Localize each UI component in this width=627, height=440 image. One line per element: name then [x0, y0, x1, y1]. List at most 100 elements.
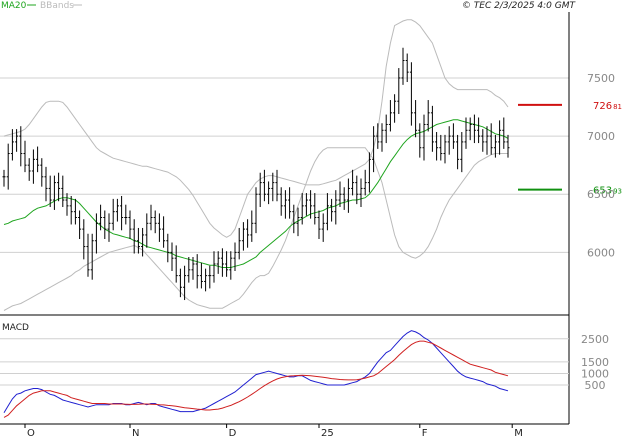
price-bar	[61, 175, 65, 208]
macd-y-tick-label: 1500	[581, 356, 609, 369]
price-bar	[166, 233, 170, 263]
price-bars	[2, 47, 510, 301]
price-panel: 72681 65393 6000 6500 7000 7500	[0, 19, 622, 311]
price-bar	[380, 123, 384, 152]
price-bar	[27, 158, 31, 181]
price-bar	[36, 146, 40, 173]
price-bar	[460, 132, 464, 173]
price-y-tick-label: 7500	[587, 72, 615, 85]
price-bar	[237, 227, 241, 260]
price-bar	[246, 219, 250, 248]
price-gridlines	[0, 77, 569, 253]
macd-gridlines	[0, 338, 569, 386]
price-bar	[355, 175, 359, 205]
price-bar	[388, 100, 392, 132]
price-y-tick-label: 6500	[587, 188, 615, 201]
price-bar	[52, 175, 56, 210]
price-y-ticks: 6000 6500 7000 7500	[587, 72, 615, 259]
price-bar	[409, 62, 413, 126]
price-bar	[132, 219, 136, 254]
price-bar	[225, 251, 229, 277]
price-bar	[346, 178, 350, 213]
price-bar	[204, 268, 208, 292]
price-bar	[136, 227, 140, 254]
price-bar	[502, 117, 506, 149]
price-bar	[90, 233, 94, 280]
price-bar	[153, 210, 157, 234]
price-bar	[304, 193, 308, 216]
price-bar	[254, 187, 258, 234]
price-bar	[317, 210, 321, 239]
price-bar	[384, 114, 388, 144]
price-bar	[23, 140, 27, 173]
bollinger-bands	[3, 19, 509, 311]
price-bar	[31, 149, 35, 184]
x-tick-label: 25	[321, 428, 334, 439]
price-bar	[2, 169, 6, 187]
macd-title: MACD	[2, 323, 29, 333]
price-bar	[178, 268, 182, 298]
price-bar	[338, 181, 342, 208]
price-bar	[443, 134, 447, 164]
price-bar	[10, 129, 14, 161]
price-bar	[506, 134, 510, 158]
price-bar	[262, 169, 266, 202]
price-bar	[229, 251, 233, 280]
price-bar	[216, 251, 220, 274]
price-bar	[120, 195, 124, 231]
macd-y-tick-label: 1000	[581, 367, 609, 380]
price-bar	[233, 242, 237, 271]
support-level-label-decimals: 93	[613, 188, 622, 196]
price-bar	[250, 210, 254, 242]
price-bar	[468, 117, 472, 141]
price-bar	[99, 204, 103, 231]
copyright-text: © TEC 2/3/2025 4:0 GMT	[462, 1, 577, 11]
x-tick-label: D	[229, 428, 237, 439]
resistance-level-label: 72681	[593, 101, 622, 112]
price-bar	[321, 213, 325, 242]
x-tick-label: N	[132, 428, 139, 439]
macd-y-tick-label: 500	[585, 379, 606, 392]
price-bar	[44, 166, 48, 202]
price-bar	[115, 198, 119, 222]
price-levels: 72681 65393	[518, 101, 622, 197]
price-bar	[40, 158, 44, 187]
price-bar	[212, 251, 216, 283]
price-bar	[376, 123, 380, 149]
price-bar	[6, 143, 10, 190]
price-bar	[15, 129, 19, 152]
price-bar	[414, 100, 418, 138]
price-bar	[359, 178, 363, 208]
price-bar	[367, 152, 371, 193]
price-bar	[124, 204, 128, 225]
price-bar	[279, 187, 283, 216]
price-bar	[456, 134, 460, 170]
price-y-tick-label: 6000	[587, 246, 615, 259]
price-bar	[493, 134, 497, 158]
price-bar	[447, 126, 451, 155]
price-bar	[73, 198, 77, 225]
price-bar	[334, 190, 338, 225]
price-bar	[430, 105, 434, 152]
legend-bbands-label: BBands	[40, 1, 74, 11]
price-bar	[220, 248, 224, 277]
price-bar	[330, 198, 334, 222]
price-y-tick-label: 7000	[587, 130, 615, 143]
price-bar	[439, 134, 443, 161]
price-bar	[435, 132, 439, 161]
price-bar	[267, 181, 271, 205]
price-bar	[393, 94, 397, 123]
price-bar	[241, 222, 245, 251]
price-bar	[145, 213, 149, 248]
price-bar	[283, 190, 287, 219]
price-bar	[485, 126, 489, 155]
price-bar	[69, 195, 73, 225]
price-bar	[351, 169, 355, 196]
price-bar	[86, 233, 90, 277]
price-bar	[309, 190, 313, 219]
price-bar	[342, 187, 346, 210]
price-bar	[275, 169, 279, 202]
price-bar	[405, 53, 409, 83]
